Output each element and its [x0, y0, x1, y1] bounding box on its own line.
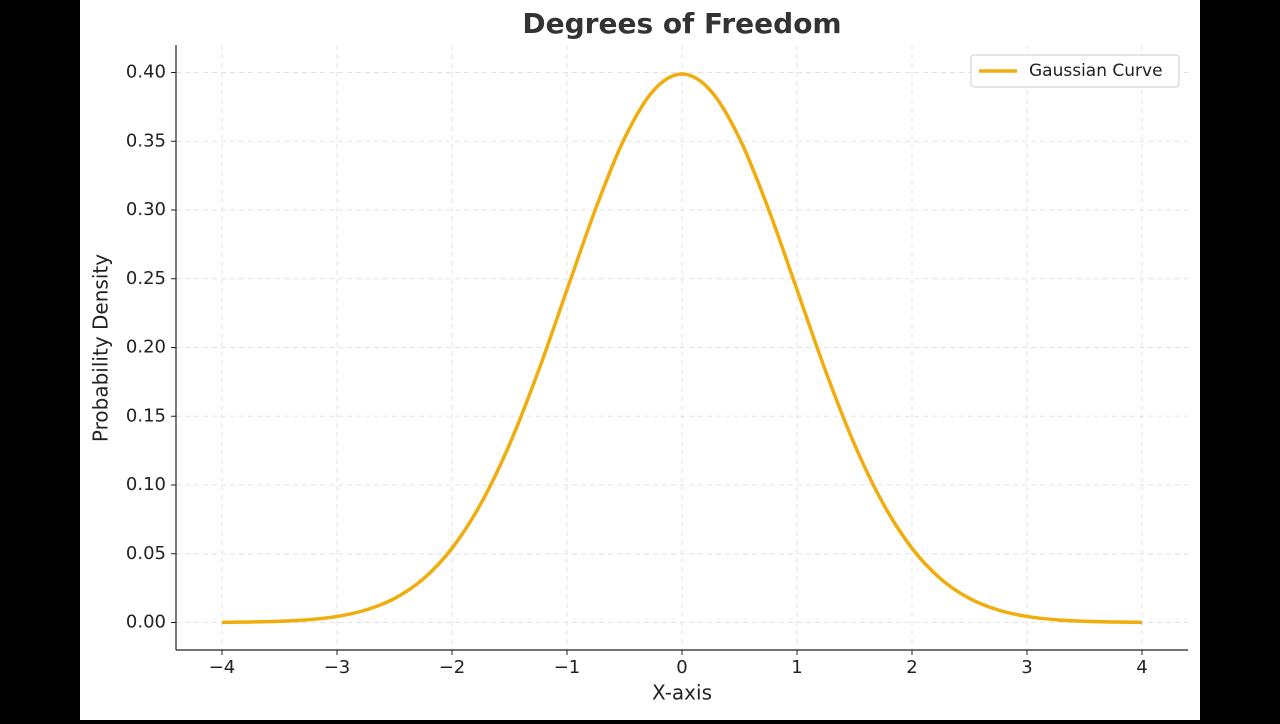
y-axis-label: Probability Density: [89, 254, 113, 442]
chart-title: Degrees of Freedom: [522, 7, 841, 40]
line-series: [221, 72, 1143, 625]
legend-label: Gaussian Curve: [1029, 61, 1163, 81]
y-tick-label: 0.35: [126, 130, 166, 151]
y-tick-label: 0.00: [126, 612, 166, 633]
x-tick-label: 3: [1021, 657, 1032, 678]
y-tick-label: 0.30: [126, 199, 166, 220]
x-axis-label: X-axis: [652, 681, 712, 705]
y-tick-label: 0.20: [126, 337, 166, 358]
x-tick-label: 1: [791, 657, 802, 678]
x-tick-label: −4: [209, 657, 236, 678]
x-tick-label: −3: [324, 657, 351, 678]
x-tick-label: −2: [439, 657, 466, 678]
x-tick-label: −1: [554, 657, 581, 678]
y-tick-label: 0.05: [126, 543, 166, 564]
y-tick-label: 0.15: [126, 405, 166, 426]
x-tick-label: 4: [1136, 657, 1147, 678]
x-tick-label: 2: [906, 657, 917, 678]
y-tick-label: 0.40: [126, 62, 166, 83]
figure-background: [80, 0, 1200, 720]
y-tick-label: 0.25: [126, 268, 166, 289]
x-tick-label: 0: [676, 657, 687, 678]
y-tick-label: 0.10: [126, 474, 166, 495]
legend-box: [970, 54, 1180, 88]
